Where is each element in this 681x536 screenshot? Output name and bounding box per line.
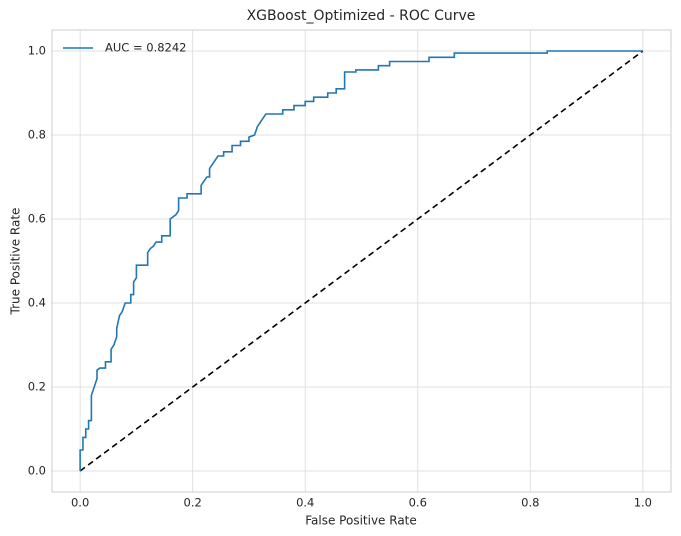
x-tick-label: 0.4 <box>296 496 314 510</box>
y-tick-label: 1.0 <box>28 44 46 58</box>
x-axis-label: False Positive Rate <box>305 514 417 528</box>
y-tick-label: 0.8 <box>28 128 46 142</box>
reference-line <box>79 50 644 472</box>
x-tick-label: 0.0 <box>71 496 89 510</box>
chart-title: XGBoost_Optimized - ROC Curve <box>247 8 476 24</box>
y-tick-label: 0.0 <box>28 464 46 478</box>
x-tick-label: 0.2 <box>184 496 202 510</box>
legend-label: AUC = 0.8242 <box>105 41 187 55</box>
x-tick-label: 0.6 <box>409 496 427 510</box>
x-tick-label: 0.8 <box>521 496 539 510</box>
x-tick-label: 1.0 <box>634 496 652 510</box>
y-tick-label: 0.6 <box>28 212 46 226</box>
y-tick-label: 0.4 <box>28 296 46 310</box>
y-tick-label: 0.2 <box>28 380 46 394</box>
y-axis-label: True Positive Rate <box>9 208 23 316</box>
plot-frame <box>51 29 672 493</box>
roc-curve <box>79 50 643 471</box>
